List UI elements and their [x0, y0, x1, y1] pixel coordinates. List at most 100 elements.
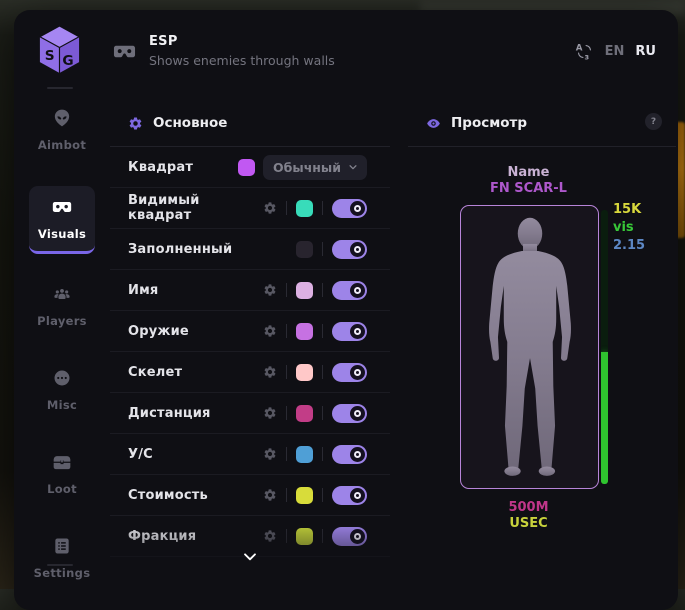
chevron-down-icon	[348, 162, 358, 172]
feature-heading: ESP Shows enemies through walls	[113, 34, 335, 68]
setting-label: Дистанция	[128, 405, 211, 421]
sidebar-item-label: Players	[37, 314, 87, 328]
setting-label: Заполненный	[128, 241, 233, 257]
settings-rows: Квадрат Обычный Видимый квадрат Заполненный…	[110, 147, 390, 557]
divider	[322, 242, 323, 256]
setting-row: У/С	[110, 434, 390, 475]
setting-label: Видимый квадрат	[128, 193, 200, 223]
toggle-knob	[350, 241, 365, 257]
toggle-switch[interactable]	[332, 239, 367, 259]
sidebar-item-settings[interactable]: Settings	[29, 530, 95, 586]
toggle-knob	[350, 405, 365, 421]
lang-en-button[interactable]: EN	[604, 43, 625, 59]
chest-icon	[52, 452, 72, 476]
feature-subtitle: Shows enemies through walls	[149, 53, 335, 68]
gear-icon[interactable]	[263, 488, 277, 502]
preview-panel-title: Просмотр	[451, 115, 528, 131]
color-swatch[interactable]	[296, 281, 313, 299]
sidebar-divider	[47, 564, 73, 566]
preview-visibility: vis	[613, 220, 634, 235]
color-swatch[interactable]	[296, 486, 313, 504]
sidebar-item-players[interactable]: Players	[29, 278, 95, 334]
gear-icon[interactable]	[263, 529, 277, 543]
gear-icon[interactable]	[263, 365, 277, 379]
preview-bottom-labels: 500M USEC	[460, 500, 597, 532]
color-swatch[interactable]	[296, 322, 313, 340]
toggle-switch[interactable]	[332, 526, 367, 546]
toggle-knob	[350, 487, 365, 503]
setting-label: У/С	[128, 446, 153, 462]
gear-icon[interactable]	[263, 283, 277, 297]
svg-text:S: S	[45, 48, 55, 64]
sidebar-item-misc[interactable]: Misc	[29, 362, 95, 418]
chevron-down-icon[interactable]	[242, 548, 259, 565]
language-switcher: A з EN RU	[575, 42, 656, 61]
settings-panel-title: Основное	[153, 115, 228, 131]
toggle-knob	[350, 446, 365, 462]
svg-text:G: G	[62, 53, 73, 69]
svg-text:з: з	[584, 52, 589, 61]
sidebar-item-label: Visuals	[37, 227, 87, 241]
divider	[286, 283, 287, 297]
preview-model-box[interactable]	[460, 205, 599, 489]
players-icon	[52, 284, 72, 308]
toggle-knob	[350, 282, 365, 298]
health-bar	[601, 210, 608, 484]
color-swatch[interactable]	[296, 445, 313, 463]
preview-panel-header: Просмотр ?	[408, 102, 676, 147]
sidebar-item-loot[interactable]: Loot	[29, 446, 95, 502]
cheat-menu-window: S G ESP Shows enemies through walls A з	[14, 10, 678, 610]
translate-icon[interactable]: A з	[575, 42, 594, 61]
divider	[322, 529, 323, 543]
setting-label: Имя	[128, 282, 159, 298]
color-swatch[interactable]	[296, 240, 313, 258]
color-swatch[interactable]	[296, 404, 313, 422]
lang-ru-button[interactable]: RU	[635, 43, 656, 59]
gear-icon[interactable]	[263, 324, 277, 338]
divider	[322, 488, 323, 502]
divider	[286, 488, 287, 502]
toggle-switch[interactable]	[332, 198, 367, 218]
color-swatch[interactable]	[296, 527, 313, 545]
health-bar-fill	[601, 352, 608, 484]
toggle-switch[interactable]	[332, 485, 367, 505]
alien-icon	[52, 108, 72, 132]
help-button[interactable]: ?	[645, 113, 662, 130]
gear-icon[interactable]	[263, 201, 277, 215]
divider	[286, 201, 287, 215]
sidebar-item-aimbot[interactable]: Aimbot	[29, 102, 95, 158]
setting-row: Дистанция	[110, 393, 390, 434]
preview-esp-stats: 15K vis 2.15	[613, 201, 645, 255]
toggle-switch[interactable]	[332, 444, 367, 464]
setting-label: Фракция	[128, 528, 197, 544]
toggle-knob	[350, 528, 365, 544]
toggle-switch[interactable]	[332, 321, 367, 341]
sidebar-item-visuals[interactable]: Visuals	[29, 186, 95, 254]
goggles-icon	[52, 197, 72, 221]
color-swatch[interactable]	[296, 363, 313, 381]
preview-faction: USEC	[509, 516, 548, 531]
list-icon	[52, 536, 72, 560]
divider	[286, 324, 287, 338]
toggle-knob	[350, 200, 365, 216]
toggle-switch[interactable]	[332, 280, 367, 300]
style-dropdown[interactable]: Обычный	[263, 154, 367, 180]
divider	[286, 406, 287, 420]
preview-panel: Просмотр ? Name FN SCAR-L	[408, 102, 676, 600]
divider	[286, 447, 287, 461]
gear-icon[interactable]	[263, 406, 277, 420]
color-swatch[interactable]	[296, 199, 313, 217]
gear-icon[interactable]	[263, 447, 277, 461]
sidebar-item-label: Aimbot	[37, 138, 87, 152]
setting-row: Имя	[110, 270, 390, 311]
sidebar-item-label: Misc	[46, 398, 78, 412]
toggle-switch[interactable]	[332, 403, 367, 423]
toggle-switch[interactable]	[332, 362, 367, 382]
toggle-knob	[350, 364, 365, 380]
preview-distance-small: 2.15	[613, 238, 646, 253]
sidebar: Aimbot Visuals Players Misc Loot Settings	[14, 102, 110, 610]
color-swatch[interactable]	[238, 158, 256, 176]
window-header: S G ESP Shows enemies through walls A з	[14, 10, 678, 92]
setting-label: Оружие	[128, 323, 189, 339]
sidebar-item-label: Settings	[33, 566, 91, 580]
